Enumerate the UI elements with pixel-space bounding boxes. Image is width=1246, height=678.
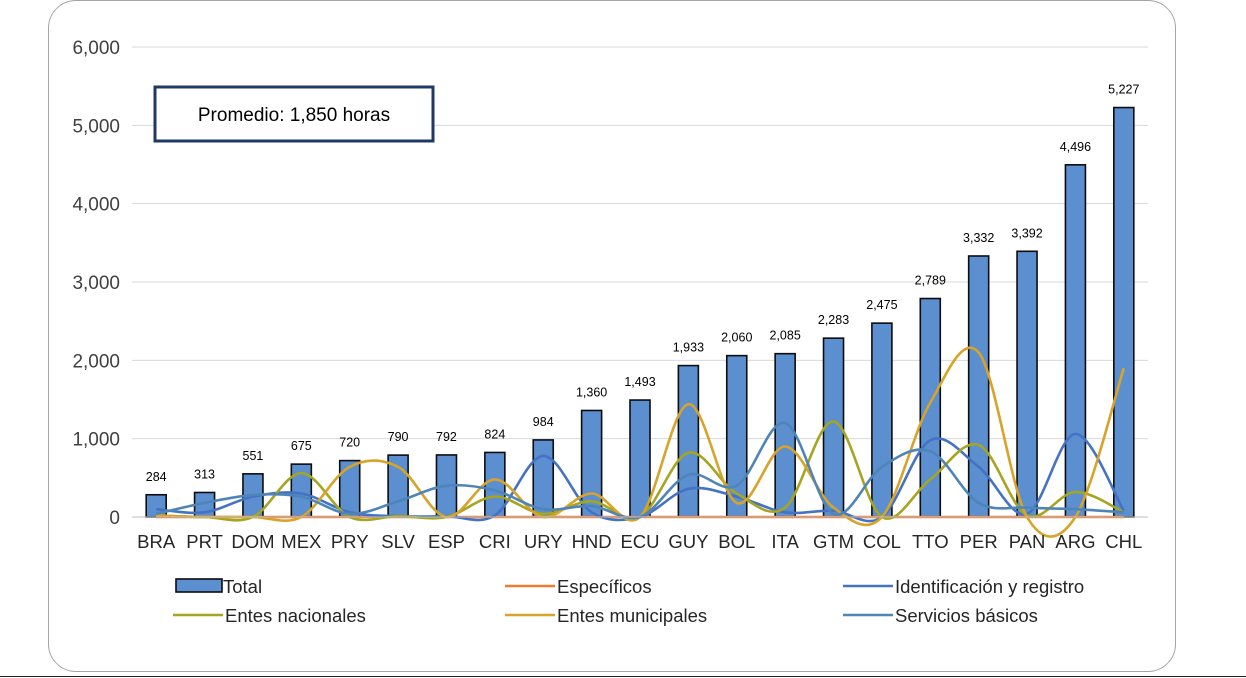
x-tick-label: BOL <box>718 531 755 552</box>
x-tick-label: CRI <box>479 531 511 552</box>
legend-label-servicios-basicos: Servicios básicos <box>895 605 1038 626</box>
y-axis: 0 1,000 2,000 3,000 4,000 5,000 6,000 <box>72 38 120 529</box>
bar-value-label: 790 <box>388 430 409 444</box>
bar-series-total <box>145 106 1135 518</box>
y-tick-label: 4,000 <box>72 195 120 216</box>
bar-value-label: 675 <box>291 439 312 453</box>
bar-value-label: 792 <box>436 430 457 444</box>
x-tick-label: ARG <box>1055 531 1095 552</box>
bar-total <box>532 439 555 518</box>
bar-total <box>871 322 893 518</box>
line-servicios-basicos <box>155 421 1124 520</box>
bar-value-label: 3,392 <box>1011 226 1042 240</box>
legend-label-entes-nacionales: Entes nacionales <box>225 605 366 626</box>
bar-total <box>629 399 651 518</box>
bar-total <box>338 459 361 518</box>
x-tick-label: ESP <box>428 531 465 552</box>
x-tick-label: ECU <box>620 531 659 552</box>
y-tick-label: 5,000 <box>72 116 120 137</box>
data-labels: 284 313 551 675 720 790 792 824 984 1,360 1,493 1,9… <box>146 83 1140 484</box>
bar-value-label: 2,060 <box>721 331 752 345</box>
x-tick-label: GTM <box>813 531 854 552</box>
x-tick-label: PER <box>960 531 998 552</box>
x-tick-label: PRY <box>331 531 369 552</box>
average-annotation: Promedio: 1,850 horas <box>153 85 435 143</box>
bar-total <box>1113 106 1135 518</box>
bar-value-label: 284 <box>146 470 167 484</box>
bar-value-label: 2,283 <box>818 313 849 327</box>
x-tick-label: PAN <box>1009 531 1046 552</box>
y-tick-label: 6,000 <box>72 38 120 59</box>
y-tick-label: 2,000 <box>72 351 120 372</box>
legend-label-entes-municipales: Entes municipales <box>557 605 707 626</box>
line-entes-nacionales <box>156 420 1125 522</box>
x-tick-label: HND <box>572 531 612 552</box>
bar-value-label: 4,496 <box>1060 140 1091 154</box>
chart-frame: 0 1,000 2,000 3,000 4,000 5,000 6,000 284 313 55… <box>48 0 1176 672</box>
bar-value-label: 2,475 <box>866 298 897 312</box>
bar-value-label: 551 <box>243 449 264 463</box>
x-tick-label: COL <box>863 531 901 552</box>
page-border-line <box>0 676 1246 677</box>
bar-total <box>774 352 796 518</box>
legend-label-especificos: Específicos <box>557 576 652 597</box>
legend-swatch-total <box>175 578 223 593</box>
bar-value-label: 313 <box>194 467 215 481</box>
legend-label-identificacion-y-registro: Identificación y registro <box>895 576 1084 597</box>
x-tick-label: TTO <box>912 531 949 552</box>
x-tick-label: ITA <box>771 531 799 552</box>
x-tick-label: CHL <box>1105 531 1142 552</box>
annotation-box <box>153 85 435 143</box>
x-tick-label: GUY <box>668 531 708 552</box>
bar-value-label: 1,360 <box>576 385 607 399</box>
bar-value-label: 1,933 <box>673 341 704 355</box>
bar-value-label: 3,332 <box>963 231 994 245</box>
x-tick-label: SLV <box>381 531 415 552</box>
bar-total <box>967 255 990 518</box>
bar-value-label: 824 <box>484 427 505 441</box>
bar-value-label: 720 <box>339 436 360 450</box>
legend-label-total: Total <box>223 576 262 597</box>
y-tick-label: 0 <box>109 508 120 529</box>
bar-value-label: 1,493 <box>624 375 655 389</box>
bar-total <box>677 364 700 518</box>
x-tick-label: PRT <box>186 531 223 552</box>
bar-value-label: 984 <box>533 415 554 429</box>
bar-total <box>1064 164 1087 518</box>
x-tick-label: URY <box>524 531 563 552</box>
x-tick-label: MEX <box>281 531 321 552</box>
y-tick-label: 1,000 <box>72 430 120 451</box>
bar-value-label: 2,789 <box>915 274 946 288</box>
bar-total <box>1016 250 1038 518</box>
bar-value-label: 2,085 <box>770 329 801 343</box>
bar-value-label: 5,227 <box>1108 83 1139 97</box>
annotation-text: Promedio: 1,850 horas <box>198 105 390 126</box>
x-tick-label: BRA <box>137 531 176 552</box>
line-identificacion-y-registro <box>156 432 1125 523</box>
x-axis: BRA PRT DOM MEX PRY SLV ESP CRI URY HND ECU GUY BOL I… <box>132 516 1148 552</box>
line-entes-municipales <box>156 346 1126 538</box>
y-tick-label: 3,000 <box>72 273 120 294</box>
legend: Total Específicos Identificación y registr… <box>173 576 1084 626</box>
bar-line-chart: 0 1,000 2,000 3,000 4,000 5,000 6,000 284 313 55… <box>72 38 1148 626</box>
x-tick-label: DOM <box>231 531 274 552</box>
